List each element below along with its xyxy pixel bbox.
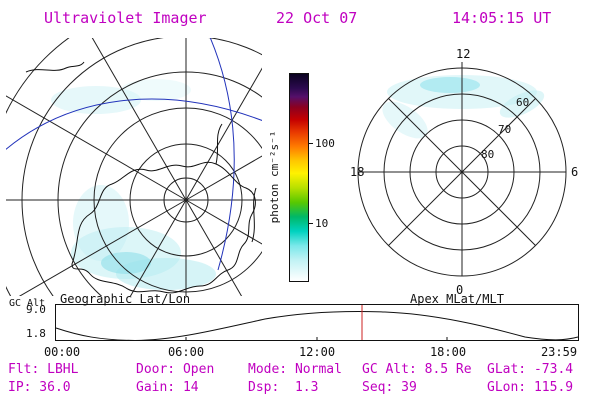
xtick-2359: 23:59 — [540, 345, 578, 359]
status-gc-alt: GC Alt: 8.5 Re — [362, 362, 472, 377]
xtick-1200: 12:00 — [298, 345, 336, 359]
gc-alt-axis-label: GC Alt — [9, 298, 46, 309]
mlt-label-6: 6 — [571, 165, 578, 179]
xtick-1800: 18:00 — [429, 345, 467, 359]
mlat-ring-label-80: 80 — [481, 148, 494, 161]
timeline-frame — [55, 304, 579, 341]
colorbar — [289, 73, 309, 282]
gc-alt-timeline — [55, 304, 579, 342]
status-mode: Mode: Normal — [248, 362, 342, 377]
time-label: 14:05:15 UT — [452, 9, 552, 27]
gc-alt-curve — [55, 310, 579, 342]
status-seq: Seq: 39 — [362, 380, 417, 395]
status-ip: IP: 36.0 — [8, 380, 71, 395]
colorbar-tick-label-100: 100 — [315, 137, 335, 150]
caption-apex: Apex MLat/MLT — [410, 292, 504, 306]
date-label: 22 Oct 07 — [276, 9, 358, 27]
mlat-ring-label-70: 70 — [498, 123, 511, 136]
lat-lon-grid — [6, 38, 262, 296]
mlt-label-18: 18 — [350, 165, 364, 179]
status-glon: GLon: 115.9 — [487, 380, 574, 395]
geomagnetic-overlay-lines — [6, 38, 262, 271]
antarctica-coastline — [25, 61, 257, 294]
geographic-map-panel — [6, 38, 262, 296]
status-glat: GLat: -73.4 — [487, 362, 574, 377]
aurora-emission-geo — [51, 79, 216, 290]
colorbar-tick-label-10: 10 — [315, 217, 329, 230]
colorbar-label: photon cm⁻²s⁻¹ — [268, 130, 281, 224]
gc-alt-ymax: 9.0 — [26, 303, 46, 316]
mlat-ring-label-60: 60 — [516, 96, 529, 109]
apex-dial-panel: 12 18 6 0 60 70 80 — [350, 47, 578, 297]
gc-alt-ymin: 1.8 — [26, 327, 46, 340]
colorbar-tick-10 — [308, 223, 313, 224]
status-door: Door: Open — [136, 362, 215, 377]
status-dsp: Dsp: 1.3 — [248, 380, 319, 395]
colorbar-tick-100 — [308, 143, 313, 144]
xtick-0000: 00:00 — [43, 345, 81, 359]
mlt-label-12: 12 — [456, 47, 470, 61]
status-gain: Gain: 14 — [136, 380, 199, 395]
page-title: Ultraviolet Imager — [44, 9, 207, 27]
mlt-label-0: 0 — [456, 283, 463, 297]
xtick-0600: 06:00 — [167, 345, 205, 359]
caption-geographic: Geographic Lat/Lon — [60, 292, 191, 306]
timeline-ticks — [185, 337, 448, 341]
status-flt: Flt: LBHL — [8, 362, 79, 377]
mlat-mlt-grid — [357, 62, 567, 277]
